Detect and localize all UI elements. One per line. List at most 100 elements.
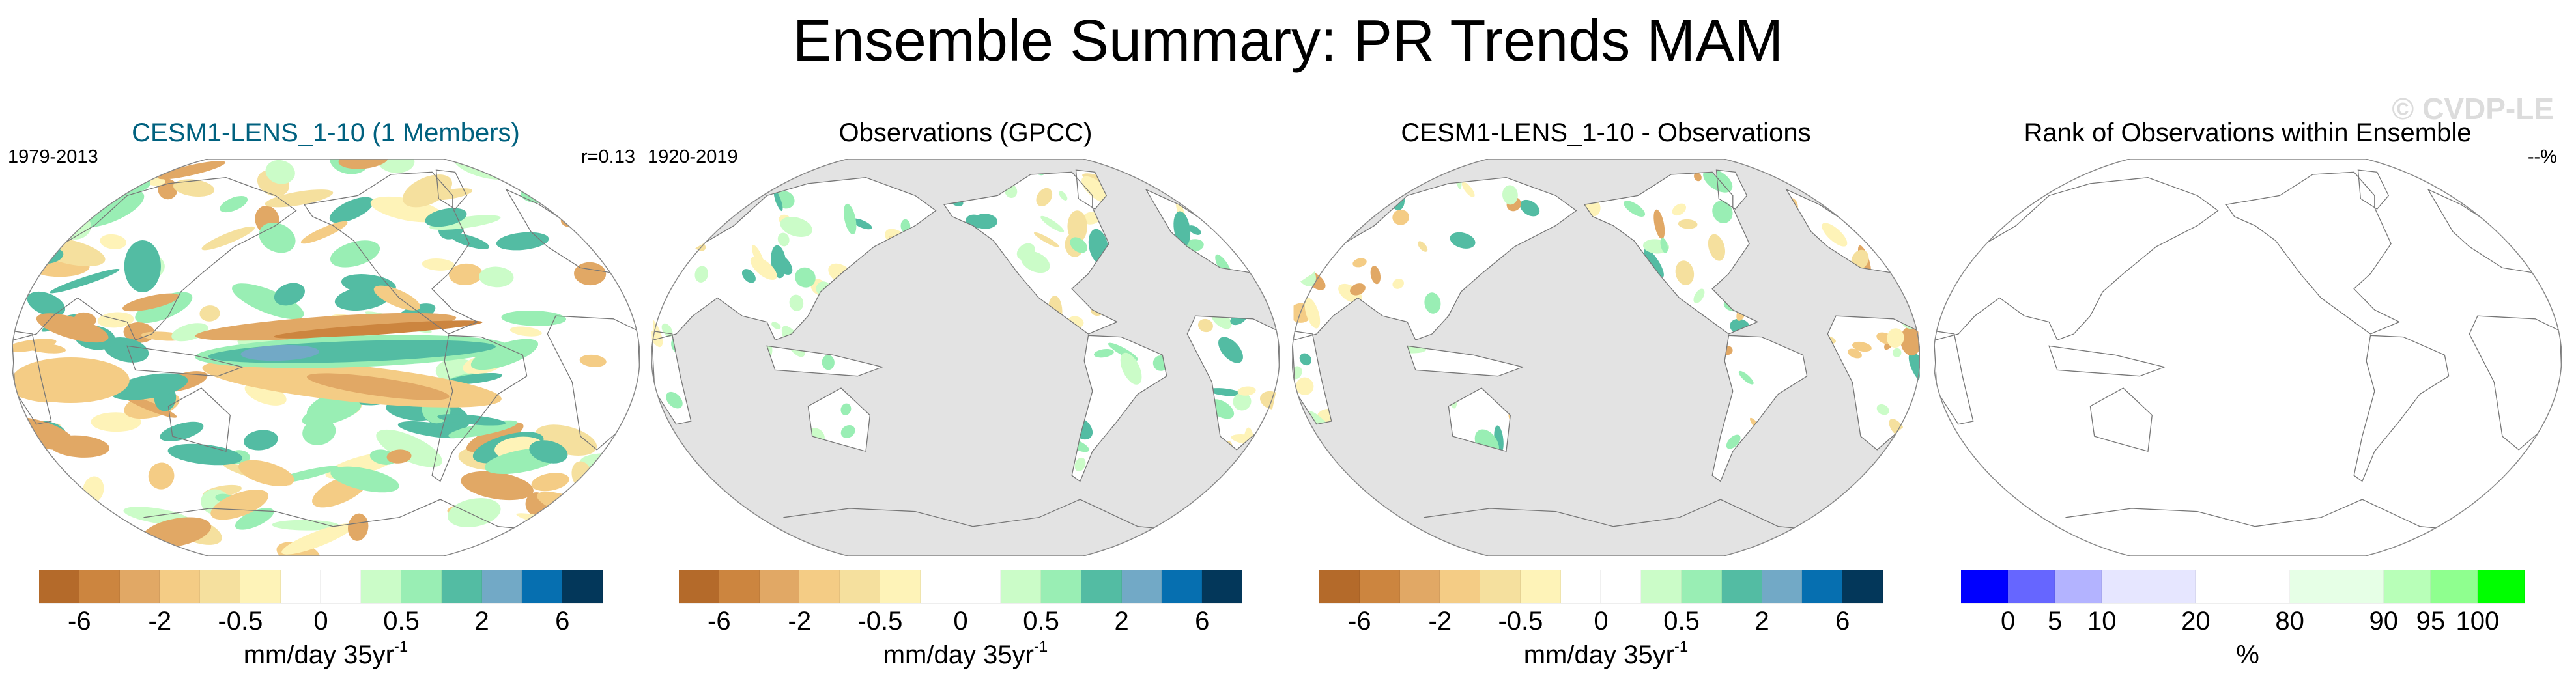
colorbar-box — [1202, 570, 1242, 603]
colorbar-box — [1842, 570, 1883, 603]
colorbar-box — [119, 570, 160, 603]
coastline-eurasia — [1934, 177, 2219, 341]
trend-contour-region — [501, 310, 567, 326]
trend-contour-region — [265, 189, 334, 208]
coastline-australia — [167, 387, 231, 452]
trend-contour-region — [46, 216, 68, 245]
trend-contour-region — [672, 227, 695, 246]
colorbar-tick-label: -6 — [1347, 607, 1371, 635]
colorbar-box — [1399, 570, 1440, 603]
trend-contour-region — [85, 184, 109, 198]
trend-contour-region — [773, 189, 783, 212]
trend-contour-region — [479, 266, 514, 288]
trend-contour-region — [594, 505, 640, 517]
trend-contour-region — [1811, 511, 1842, 550]
colorbar-box — [522, 570, 563, 603]
land-europe — [1786, 189, 1898, 274]
trend-contour-region — [1188, 225, 1201, 235]
trend-contour-region — [734, 540, 760, 556]
colorbar-tick-label: 80 — [2275, 607, 2304, 635]
trend-contour-region — [1726, 434, 1741, 449]
unit-text: mm/day 35yr — [1523, 641, 1674, 669]
trend-contour-region — [12, 202, 25, 212]
colorbar-tick-label: 0.5 — [1023, 607, 1059, 635]
trend-contour-region — [377, 159, 415, 173]
colorbar-box — [1480, 570, 1521, 603]
stat-label: --% — [2527, 146, 2557, 167]
trend-contour-region — [1791, 539, 1807, 554]
trend-contour-region — [666, 391, 683, 409]
trend-contour-region — [1325, 503, 1341, 520]
trend-contour-region — [1908, 430, 1919, 446]
unit-text: mm/day 35yr — [883, 641, 1034, 669]
trend-contour-region — [422, 258, 455, 271]
trend-contour-region — [683, 197, 700, 207]
trend-contour-region — [651, 316, 663, 348]
trend-contour-region — [737, 539, 757, 553]
coastline-maritime-continent — [766, 345, 884, 377]
colorbar-box — [1520, 570, 1561, 603]
coastline-antarctica — [143, 499, 564, 533]
trend-contour-region — [370, 196, 443, 223]
map-border — [12, 159, 640, 556]
coastline-africa — [547, 315, 640, 451]
colorbar-ticks: -6 -2 -0.5 0 0.5 2 6 — [1319, 605, 1883, 638]
colorbar-box — [321, 570, 362, 603]
trend-contour-region — [104, 337, 149, 363]
trend-contour-region — [1901, 503, 1920, 536]
coastlines — [12, 169, 640, 533]
trend-contour-region — [516, 513, 588, 532]
trend-contour-region — [1296, 377, 1314, 395]
trend-contour-region — [330, 466, 399, 493]
colorbar-tick-label: 0.5 — [1663, 607, 1700, 635]
colorbar-box — [799, 570, 840, 603]
trend-contour-region — [425, 208, 467, 227]
coastline-africa — [2469, 315, 2562, 451]
trend-contour-region — [1233, 393, 1252, 411]
coastline-north-america — [943, 171, 1119, 335]
trend-contour-region — [100, 234, 126, 249]
colorbar-box — [1721, 570, 1762, 603]
colorbar-tick-label: -0.5 — [857, 607, 903, 635]
coastline-africa — [1827, 315, 1920, 451]
coastline-europe — [2427, 188, 2541, 275]
trend-contour-region — [386, 449, 412, 464]
trend-contour-region — [840, 403, 852, 415]
trend-contour-region — [210, 490, 268, 520]
colorbar-box — [39, 570, 79, 603]
colorbar-box — [1001, 570, 1042, 603]
colorbar — [679, 570, 1242, 604]
colorbar-box — [1121, 570, 1162, 603]
trend-contour-region — [529, 440, 568, 464]
trend-contour-region — [49, 268, 120, 294]
colorbar-box — [240, 570, 281, 603]
trend-contour-region — [651, 467, 667, 482]
trend-contour-region — [1678, 219, 1698, 229]
period-label: 1920-2019 — [648, 146, 738, 167]
trend-contour-region — [238, 460, 294, 486]
colorbar-tick-label: 100 — [2455, 607, 2500, 635]
trend-contour-region — [148, 462, 175, 490]
trend-contour-region — [397, 421, 466, 439]
trend-contour-region — [1392, 279, 1404, 289]
colorbar-ticks: -6 -2 -0.5 0 0.5 2 6 — [679, 605, 1242, 638]
trend-contour-region — [1067, 210, 1087, 243]
coastline-south-america — [1071, 335, 1167, 482]
trend-contour-region — [780, 216, 812, 237]
colorbar-box — [2055, 570, 2102, 603]
trend-contour-region — [1878, 541, 1909, 548]
trend-contour-region — [531, 473, 569, 492]
colorbar-box — [79, 570, 120, 603]
trend-contour-region — [1368, 536, 1388, 556]
trend-contour-region — [91, 412, 141, 432]
colorbar-tick-label: -2 — [148, 607, 172, 635]
trend-contour-region — [822, 355, 835, 370]
trend-contour-region — [300, 221, 348, 244]
colorbar-unit-label: mm/day 35yr-1 — [1280, 639, 1932, 671]
trend-contour-region — [489, 159, 551, 171]
unit-superscript: -1 — [1033, 638, 1048, 656]
trend-contour-region — [557, 159, 625, 183]
trend-contour-region — [544, 512, 575, 535]
trend-contour-region — [1268, 235, 1280, 259]
trend-contour-region — [1875, 198, 1887, 214]
